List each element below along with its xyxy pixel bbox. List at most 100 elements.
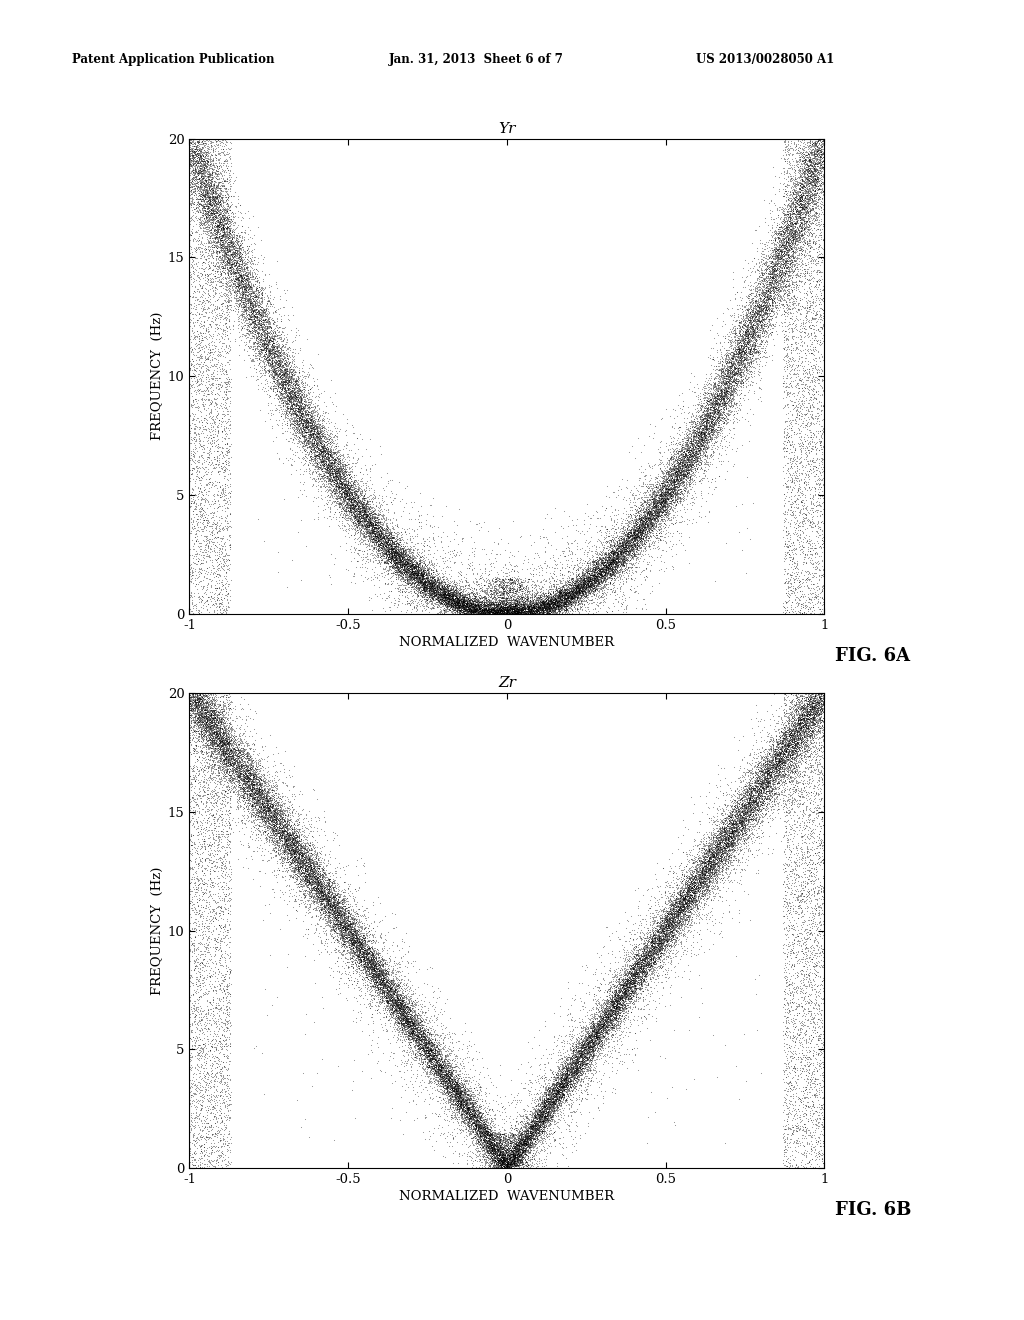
Point [218, 238, 234, 259]
Point [656, 899, 673, 920]
Point [384, 545, 400, 566]
Point [187, 849, 204, 870]
Point [638, 945, 654, 966]
Point [176, 150, 193, 172]
Point [326, 441, 342, 462]
Point [366, 944, 382, 965]
Point [256, 300, 272, 321]
Point [703, 853, 720, 874]
Point [663, 486, 679, 507]
Point [243, 783, 259, 804]
Point [395, 554, 412, 576]
Point [677, 894, 693, 915]
Point [607, 997, 624, 1018]
Point [670, 898, 686, 919]
Point [215, 978, 231, 999]
Point [504, 1140, 520, 1162]
Point [219, 256, 236, 277]
Point [404, 1023, 421, 1044]
Point [407, 1036, 423, 1057]
Point [460, 1106, 476, 1127]
Point [820, 461, 837, 482]
Point [297, 884, 313, 906]
Point [426, 583, 442, 605]
Point [406, 1028, 422, 1049]
Point [618, 948, 635, 969]
Point [213, 945, 229, 966]
Point [771, 228, 787, 249]
Point [350, 912, 367, 933]
Point [596, 552, 612, 573]
Point [204, 407, 220, 428]
Point [489, 602, 506, 623]
Point [305, 425, 322, 446]
Point [357, 508, 374, 529]
Point [211, 260, 227, 281]
Point [743, 313, 760, 334]
Point [490, 598, 507, 619]
Point [352, 511, 369, 532]
Point [561, 582, 578, 603]
Point [787, 713, 804, 734]
Point [205, 688, 221, 709]
Point [222, 516, 239, 537]
Point [635, 461, 651, 482]
Point [708, 837, 724, 858]
Point [507, 1138, 523, 1159]
Point [184, 1038, 201, 1059]
Point [630, 953, 646, 974]
Point [333, 494, 349, 515]
Point [680, 426, 696, 447]
Point [479, 1140, 496, 1162]
Point [732, 354, 749, 375]
Point [590, 1022, 606, 1043]
Point [544, 594, 560, 615]
Point [558, 1040, 574, 1061]
Point [418, 581, 434, 602]
Point [306, 875, 323, 896]
Point [604, 557, 621, 578]
Point [783, 744, 800, 766]
Point [615, 972, 632, 993]
Point [719, 372, 735, 393]
Point [723, 333, 739, 354]
Point [268, 834, 285, 855]
Point [255, 330, 271, 351]
Point [418, 1041, 434, 1063]
Point [283, 845, 299, 866]
Point [201, 708, 217, 729]
Point [650, 931, 667, 952]
Point [713, 834, 729, 855]
Point [203, 706, 219, 727]
Point [248, 780, 264, 801]
Point [223, 235, 240, 256]
Point [392, 999, 409, 1020]
Point [708, 849, 724, 870]
Point [228, 747, 245, 768]
Point [295, 911, 311, 932]
Point [348, 939, 365, 960]
Point [689, 393, 706, 414]
Point [631, 953, 647, 974]
Point [633, 952, 649, 973]
Point [393, 553, 410, 574]
Point [769, 252, 785, 273]
Point [188, 713, 205, 734]
Point [452, 595, 468, 616]
Point [440, 1061, 457, 1082]
Point [607, 523, 624, 544]
Point [730, 801, 746, 822]
Point [481, 1123, 498, 1144]
Point [666, 902, 682, 923]
Point [744, 787, 761, 808]
Point [765, 296, 781, 317]
Point [374, 513, 390, 535]
Point [226, 747, 243, 768]
Point [207, 735, 223, 756]
Point [217, 816, 233, 837]
Point [254, 780, 270, 801]
Point [319, 875, 336, 896]
Point [384, 973, 400, 994]
Point [323, 458, 339, 479]
Point [678, 874, 694, 895]
